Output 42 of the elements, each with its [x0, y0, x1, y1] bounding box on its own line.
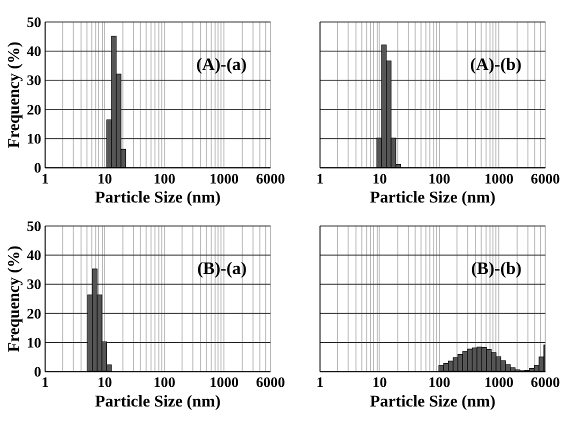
x-tick-label: 6000: [256, 375, 286, 392]
x-tick-label: 1: [316, 375, 324, 392]
x-tick-label: 100: [154, 171, 176, 188]
x-tick-label: 1: [42, 171, 49, 188]
y-tick-label: 50: [26, 218, 42, 235]
x-tick-label: 1000: [210, 375, 239, 392]
x-tick-label: 1: [316, 171, 324, 188]
annotation: (A)-(a): [196, 54, 247, 74]
y-tick-label: 0: [34, 160, 42, 177]
x-tick-label: 10: [98, 171, 112, 188]
y-axis-title: Frequency (%): [4, 42, 23, 148]
x-tick-label: 10: [98, 375, 112, 392]
x-tick-label: 1000: [484, 375, 514, 392]
x-axis-title: Particle Size (nm): [95, 392, 221, 411]
x-tick-label: 1000: [210, 171, 239, 188]
y-tick-label: 10: [26, 335, 42, 352]
x-tick-label: 1000: [484, 171, 514, 188]
x-tick-label: 6000: [530, 171, 560, 188]
x-tick-label: 100: [154, 375, 176, 392]
x-tick-label: 100: [428, 171, 450, 188]
x-tick-label: 100: [428, 375, 450, 392]
annotation: (B)-(b): [471, 258, 522, 278]
annotation: (B)-(a): [197, 258, 247, 278]
x-tick-label: 1: [42, 375, 49, 392]
y-axis-title: Frequency (%): [4, 246, 23, 352]
y-tick-label: 40: [26, 248, 42, 264]
x-axis-title: Particle Size (nm): [370, 392, 496, 411]
x-axis-title: Particle Size (nm): [95, 188, 221, 207]
y-tick-label: 40: [26, 44, 42, 60]
x-tick-label: 10: [372, 171, 387, 188]
x-tick-label: 10: [372, 375, 387, 392]
y-tick-label: 0: [34, 364, 42, 381]
y-tick-label: 30: [26, 73, 42, 90]
x-tick-label: 6000: [256, 171, 286, 188]
y-tick-label: 50: [26, 14, 42, 31]
y-tick-label: 20: [26, 306, 42, 322]
annotation: (A)-(b): [470, 54, 522, 74]
y-tick-label: 20: [26, 102, 42, 118]
x-tick-label: 6000: [530, 375, 560, 392]
x-axis-title: Particle Size (nm): [370, 188, 496, 207]
y-tick-label: 30: [26, 277, 42, 294]
y-tick-label: 10: [26, 131, 42, 148]
